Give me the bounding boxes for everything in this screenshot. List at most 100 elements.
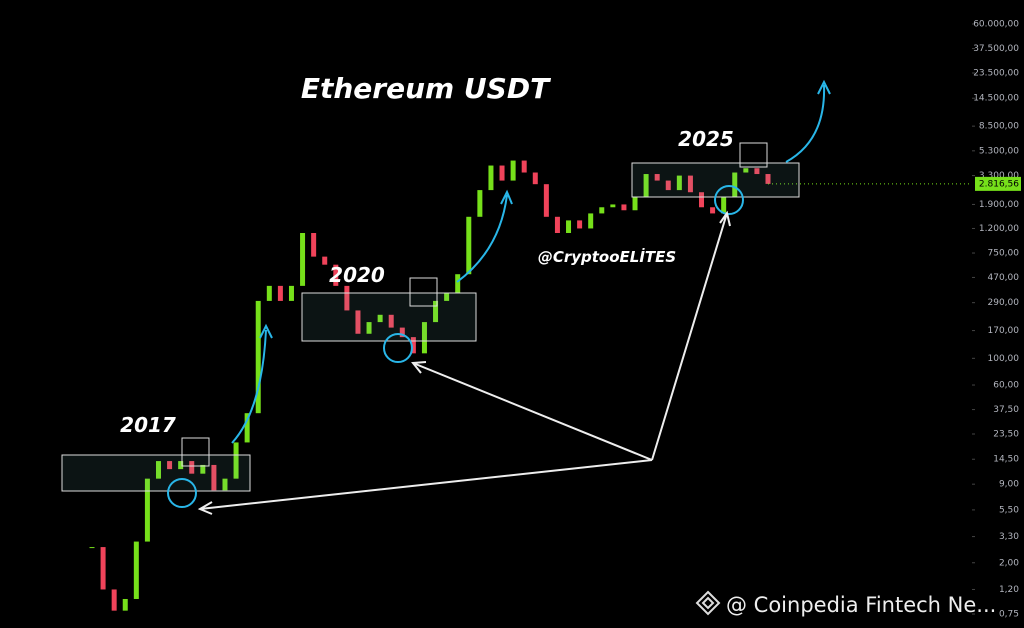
y-tick-label: 100,00 [988, 354, 1020, 364]
watermark-icon [695, 590, 721, 616]
candle [211, 464, 217, 491]
y-tick-label: 8.500,00 [979, 122, 1019, 132]
candle [167, 461, 173, 470]
candle [288, 285, 294, 301]
candle [300, 233, 306, 286]
y-tick-label: 23,50 [993, 430, 1019, 440]
candle [178, 461, 184, 470]
breakout-box [739, 142, 768, 168]
y-tick-label: 470,00 [988, 273, 1020, 283]
annotation: 2020 [329, 263, 385, 287]
candle [100, 547, 106, 590]
candle [588, 213, 594, 229]
candle [599, 207, 605, 214]
annotation: @CryptooELİTES [538, 247, 676, 266]
y-tick-label: 170,00 [988, 326, 1020, 336]
candle [732, 172, 738, 197]
candle [510, 160, 516, 181]
breakout-box [181, 437, 210, 467]
y-tick-label: 1.200,00 [979, 224, 1019, 234]
candle [399, 327, 405, 338]
breakout-box [409, 277, 438, 307]
candle [466, 216, 472, 275]
candle [244, 413, 250, 443]
candle [333, 264, 339, 286]
y-tick-label: 5,50 [999, 505, 1019, 515]
candle [155, 461, 161, 479]
candle [721, 196, 727, 214]
candle [543, 184, 549, 217]
candle [144, 478, 150, 542]
candle [344, 285, 350, 311]
y-tick-label: 0,75 [999, 610, 1019, 620]
candle [643, 174, 649, 197]
candle [122, 598, 128, 611]
candle [233, 442, 239, 479]
circle [714, 185, 744, 215]
annotation-shapes [61, 79, 831, 515]
range-box [301, 292, 477, 342]
icon [695, 590, 721, 616]
y-tick-label: 60.000,00 [973, 20, 1019, 30]
y-tick-label: 37,50 [993, 405, 1019, 415]
candle [687, 175, 693, 193]
circle [167, 478, 197, 508]
y-tick-label: 2,00 [999, 558, 1019, 568]
candle [111, 589, 117, 611]
y-tick-label: 5.300,00 [979, 146, 1019, 156]
candle [754, 168, 760, 175]
candle [421, 322, 427, 354]
candle [577, 220, 583, 229]
candle [499, 165, 505, 181]
circle [383, 333, 413, 363]
candle [255, 300, 261, 414]
curved-arrow [456, 189, 513, 283]
y-tick-label: 3,30 [999, 532, 1019, 542]
watermark: @ Coinpedia Fintech Ne... [726, 593, 996, 617]
candle [133, 541, 139, 599]
candle [189, 461, 195, 474]
y-tick-label: 750,00 [988, 249, 1020, 259]
last-price-label: 2.816,56 [979, 179, 1019, 189]
annotation: 2025 [678, 127, 734, 151]
candle [355, 310, 361, 334]
y-tick-label: 1.900,00 [979, 200, 1019, 210]
arrow [651, 210, 731, 461]
candle [676, 175, 682, 191]
arrow [411, 361, 653, 461]
candle [311, 233, 317, 257]
candle [322, 256, 328, 265]
y-tick-label: 37.500,00 [973, 44, 1019, 54]
chart-title: Ethereum USDT [301, 72, 551, 105]
candle [488, 165, 494, 191]
candle [410, 337, 416, 354]
candle [455, 274, 461, 293]
y-tick-label: 60,00 [993, 381, 1019, 391]
candle [621, 204, 627, 211]
y-tick-label: 3.300,00 [979, 171, 1019, 181]
y-tick-label: 14.500,00 [973, 94, 1019, 104]
y-tick-label: 9,00 [999, 480, 1019, 490]
candle [200, 464, 206, 474]
candle [654, 174, 660, 181]
candle [566, 220, 572, 234]
candle [532, 172, 538, 185]
candle [554, 216, 560, 234]
candle [632, 196, 638, 211]
range-box [61, 454, 251, 492]
candle [266, 285, 272, 301]
candle [710, 207, 716, 214]
y-tick-label: 1,20 [999, 585, 1019, 595]
candle [699, 192, 705, 208]
y-tick-label: 23.500,00 [973, 69, 1019, 79]
candle [277, 285, 283, 301]
curved-arrow [231, 323, 273, 444]
candle [377, 314, 383, 323]
candle [765, 174, 771, 184]
last-price-box [975, 176, 1021, 191]
y-tick-label: 14,50 [993, 455, 1019, 465]
annotation: 2017 [120, 413, 176, 437]
candle [366, 322, 372, 334]
candle [89, 547, 95, 549]
